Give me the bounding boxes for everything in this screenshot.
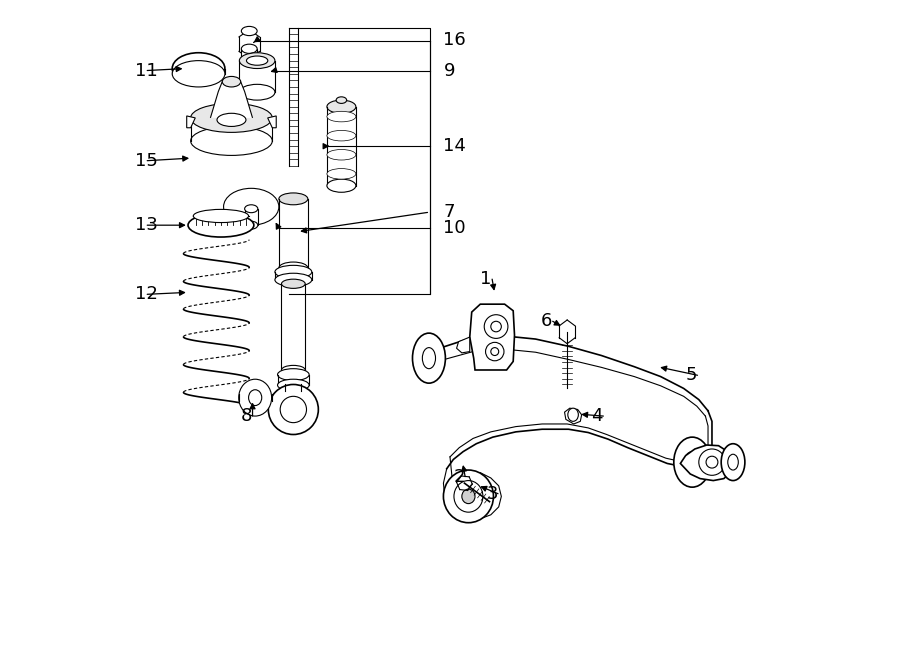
Text: 14: 14	[444, 137, 466, 155]
Text: 15: 15	[135, 151, 158, 170]
Ellipse shape	[422, 348, 436, 369]
Ellipse shape	[279, 262, 308, 274]
Circle shape	[280, 397, 307, 422]
Text: 6: 6	[541, 312, 553, 330]
Text: 9: 9	[444, 61, 454, 79]
Circle shape	[484, 315, 508, 338]
Ellipse shape	[282, 366, 305, 375]
Ellipse shape	[282, 279, 305, 288]
Ellipse shape	[241, 44, 257, 54]
Ellipse shape	[248, 390, 262, 406]
Ellipse shape	[274, 273, 311, 286]
Ellipse shape	[674, 437, 711, 487]
Text: 7: 7	[444, 203, 454, 221]
Ellipse shape	[444, 470, 493, 523]
Polygon shape	[186, 116, 195, 128]
Circle shape	[268, 385, 319, 434]
Text: 8: 8	[240, 407, 252, 425]
Text: 5: 5	[686, 366, 698, 384]
Ellipse shape	[172, 61, 225, 87]
Ellipse shape	[277, 379, 309, 391]
Ellipse shape	[223, 188, 279, 225]
Ellipse shape	[684, 451, 700, 473]
Text: 1: 1	[481, 270, 491, 288]
Ellipse shape	[462, 489, 475, 504]
Ellipse shape	[241, 26, 257, 36]
Ellipse shape	[279, 193, 308, 205]
Circle shape	[706, 456, 718, 468]
Ellipse shape	[245, 205, 257, 213]
Ellipse shape	[327, 100, 356, 113]
Polygon shape	[267, 116, 276, 128]
Text: 16: 16	[444, 30, 466, 48]
Polygon shape	[564, 408, 581, 424]
Text: 10: 10	[444, 219, 466, 237]
Ellipse shape	[245, 221, 257, 229]
Ellipse shape	[327, 149, 356, 160]
Ellipse shape	[238, 379, 272, 416]
Text: 13: 13	[135, 216, 158, 234]
Ellipse shape	[336, 97, 346, 103]
Ellipse shape	[239, 53, 274, 69]
Circle shape	[491, 321, 501, 332]
Ellipse shape	[327, 179, 356, 192]
Polygon shape	[680, 445, 732, 481]
Ellipse shape	[327, 111, 356, 122]
Ellipse shape	[191, 126, 273, 155]
Bar	[245, 209, 257, 225]
Bar	[241, 49, 257, 61]
Polygon shape	[470, 304, 515, 370]
Ellipse shape	[191, 103, 273, 132]
Ellipse shape	[172, 53, 225, 85]
Polygon shape	[211, 82, 253, 118]
Ellipse shape	[728, 454, 738, 470]
Ellipse shape	[222, 77, 240, 87]
Ellipse shape	[721, 444, 745, 481]
Ellipse shape	[454, 481, 483, 512]
Ellipse shape	[239, 85, 274, 100]
Circle shape	[491, 348, 499, 356]
Text: 2: 2	[454, 467, 464, 486]
Ellipse shape	[277, 369, 309, 381]
Ellipse shape	[247, 56, 268, 65]
Text: 11: 11	[135, 61, 158, 79]
Ellipse shape	[194, 210, 248, 223]
Text: 3: 3	[486, 485, 498, 503]
Ellipse shape	[189, 63, 208, 74]
Circle shape	[485, 342, 504, 361]
Polygon shape	[456, 337, 470, 353]
Ellipse shape	[568, 408, 579, 421]
Text: 12: 12	[135, 286, 158, 303]
Ellipse shape	[327, 130, 356, 141]
Ellipse shape	[327, 169, 356, 179]
Ellipse shape	[274, 265, 311, 278]
Circle shape	[698, 449, 725, 475]
Text: 4: 4	[591, 407, 603, 425]
Ellipse shape	[412, 333, 446, 383]
Ellipse shape	[188, 214, 254, 237]
Ellipse shape	[217, 113, 246, 126]
